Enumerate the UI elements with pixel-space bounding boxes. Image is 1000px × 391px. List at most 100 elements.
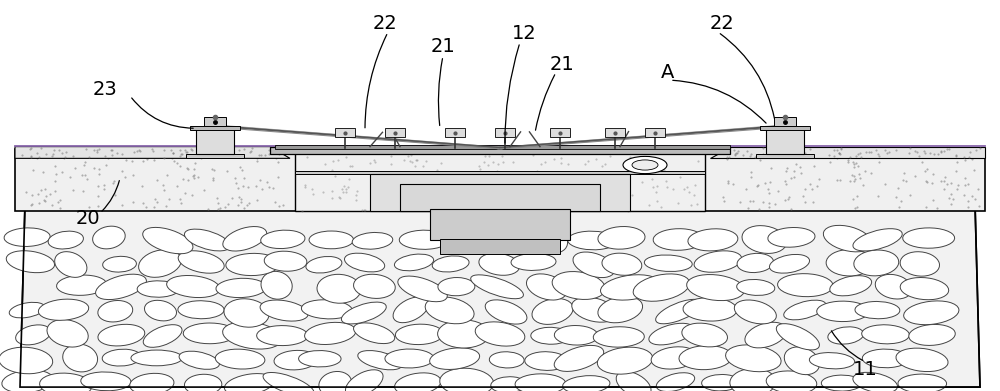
Ellipse shape [656, 300, 702, 324]
Ellipse shape [616, 371, 651, 391]
Ellipse shape [598, 296, 643, 323]
Bar [774, 117, 796, 126]
Ellipse shape [131, 350, 182, 366]
Ellipse shape [354, 323, 395, 344]
Ellipse shape [769, 255, 810, 273]
Bar [760, 126, 810, 130]
Ellipse shape [644, 255, 692, 271]
Ellipse shape [649, 323, 694, 345]
Text: A: A [661, 63, 675, 82]
Ellipse shape [862, 325, 909, 344]
Ellipse shape [103, 256, 136, 272]
Ellipse shape [223, 226, 267, 251]
Bar [645, 128, 665, 137]
Ellipse shape [398, 276, 447, 302]
Ellipse shape [305, 322, 356, 344]
Ellipse shape [2, 370, 53, 391]
Ellipse shape [394, 254, 434, 271]
Polygon shape [20, 203, 980, 387]
Ellipse shape [224, 299, 269, 327]
Ellipse shape [143, 325, 182, 347]
Bar [430, 209, 570, 240]
Bar [204, 117, 226, 126]
Ellipse shape [809, 353, 855, 369]
Ellipse shape [63, 344, 98, 372]
Ellipse shape [399, 230, 449, 249]
Ellipse shape [81, 372, 131, 391]
Ellipse shape [688, 229, 738, 251]
Ellipse shape [532, 299, 573, 325]
Ellipse shape [823, 225, 872, 252]
Ellipse shape [471, 275, 523, 299]
Bar [295, 151, 705, 211]
Bar [190, 126, 240, 130]
Ellipse shape [525, 352, 568, 370]
Ellipse shape [4, 228, 50, 246]
Ellipse shape [904, 301, 959, 325]
Ellipse shape [568, 231, 617, 250]
Ellipse shape [299, 351, 341, 367]
Ellipse shape [345, 370, 383, 391]
Ellipse shape [98, 301, 133, 322]
Ellipse shape [854, 250, 899, 276]
Ellipse shape [601, 275, 660, 300]
Ellipse shape [742, 226, 787, 253]
Ellipse shape [47, 319, 88, 347]
Ellipse shape [726, 345, 781, 372]
Ellipse shape [137, 281, 179, 297]
Text: 23: 23 [93, 81, 117, 99]
Ellipse shape [38, 299, 89, 320]
Ellipse shape [511, 253, 556, 271]
Ellipse shape [784, 300, 826, 320]
Ellipse shape [482, 229, 535, 247]
Ellipse shape [184, 229, 230, 251]
Bar [766, 128, 804, 154]
Bar [295, 171, 705, 174]
Bar [370, 174, 630, 211]
Ellipse shape [261, 230, 305, 249]
Ellipse shape [633, 274, 690, 301]
Bar [550, 128, 570, 137]
Ellipse shape [855, 301, 900, 319]
Ellipse shape [216, 278, 266, 298]
Ellipse shape [440, 368, 494, 391]
Ellipse shape [826, 249, 873, 276]
Ellipse shape [264, 251, 307, 271]
Ellipse shape [682, 323, 728, 347]
Ellipse shape [309, 231, 354, 249]
Ellipse shape [784, 347, 820, 375]
Ellipse shape [93, 226, 125, 249]
Ellipse shape [215, 349, 265, 369]
Ellipse shape [6, 251, 55, 273]
Ellipse shape [130, 373, 174, 391]
Text: 11: 11 [853, 360, 877, 379]
Polygon shape [15, 147, 290, 158]
Ellipse shape [778, 274, 833, 297]
Ellipse shape [598, 226, 645, 249]
Ellipse shape [143, 228, 193, 254]
Ellipse shape [526, 274, 567, 300]
Ellipse shape [16, 325, 51, 345]
Ellipse shape [184, 374, 222, 391]
Bar [445, 128, 465, 137]
Ellipse shape [730, 368, 776, 391]
Bar [270, 147, 730, 154]
Ellipse shape [909, 325, 955, 345]
Ellipse shape [183, 323, 236, 344]
Ellipse shape [395, 373, 441, 391]
Ellipse shape [593, 327, 644, 347]
Ellipse shape [441, 228, 484, 249]
Bar [385, 128, 405, 137]
Ellipse shape [737, 280, 775, 296]
Ellipse shape [167, 276, 220, 298]
Ellipse shape [178, 251, 224, 273]
Ellipse shape [903, 228, 955, 248]
Ellipse shape [900, 252, 940, 276]
Polygon shape [710, 147, 985, 158]
Ellipse shape [554, 326, 598, 345]
Ellipse shape [766, 371, 817, 391]
Ellipse shape [260, 300, 308, 321]
Bar [400, 184, 600, 211]
Ellipse shape [552, 271, 605, 300]
Text: 21: 21 [550, 55, 574, 74]
